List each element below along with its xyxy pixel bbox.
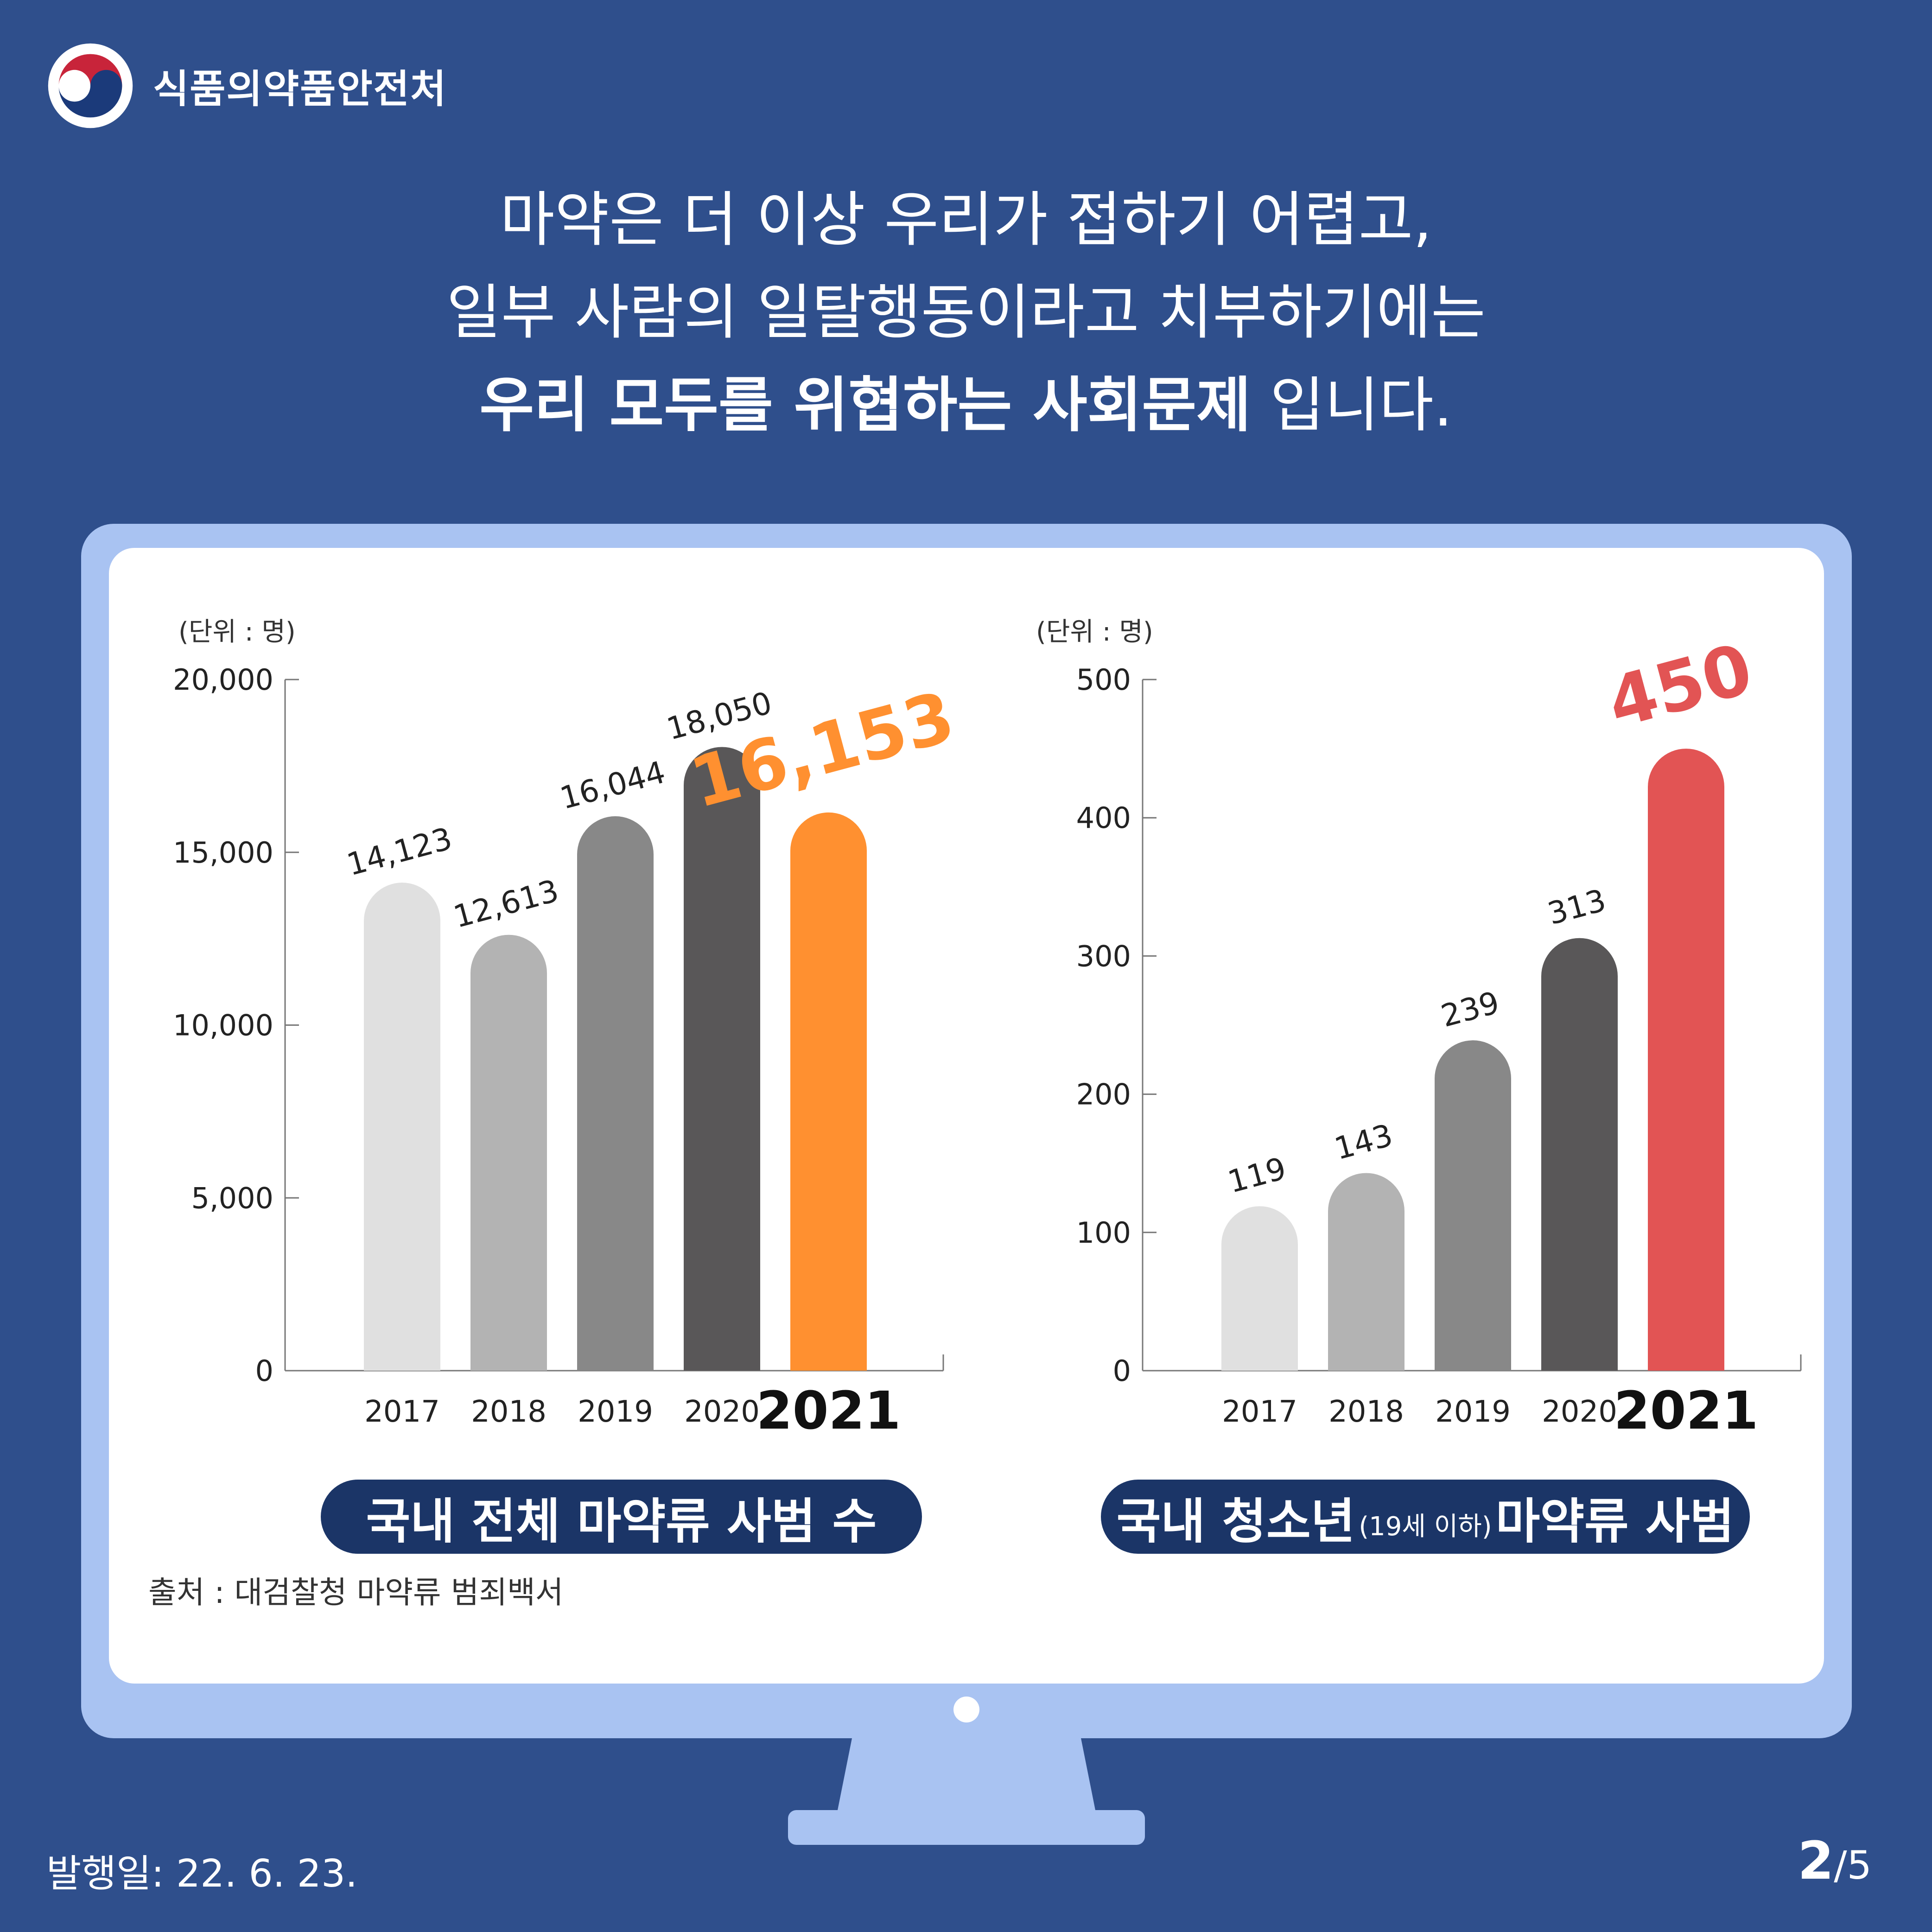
left-bar-2021 — [790, 812, 867, 1371]
right-caption-small: (19세 이하) — [1359, 1511, 1492, 1542]
right-x-label-2017: 2017 — [1222, 1395, 1297, 1429]
right-value-label-2017: 119 — [1224, 1150, 1290, 1200]
left-y-tick-label: 10,000 — [173, 1009, 273, 1042]
right-chart-caption: 국내 청소년 (19세 이하) 마약류 사범 — [1101, 1480, 1750, 1554]
left-unit-label: (단위 : 명) — [178, 617, 296, 647]
right-caption-b: 마약류 사범 — [1495, 1493, 1735, 1550]
youth-drug-offenders-chart: (단위 : 명) 0 100 200 300 400 500 119 2017 143 2018 23… — [1036, 617, 1802, 1441]
right-bar-2021 — [1648, 749, 1724, 1371]
left-bar-2019 — [577, 816, 654, 1371]
left-value-label-2017: 14,123 — [343, 820, 456, 883]
org-name: 식품의약품안전처 — [153, 66, 447, 112]
left-y-tick-label: 0 — [255, 1354, 273, 1388]
left-bar-2020 — [684, 747, 760, 1371]
headline-line-2: 일부 사람의 일탈행동이라고 치부하기에는 — [446, 278, 1486, 347]
headline-line-3: 우리 모두를 위협하는 사회문제 입니다. — [0, 362, 1932, 450]
right-x-label-2018: 2018 — [1328, 1395, 1404, 1429]
page-indicator: 2/5 — [1798, 1831, 1872, 1891]
headline-ending: 입니다. — [1251, 371, 1453, 440]
right-y-tick-label: 200 — [1076, 1078, 1131, 1112]
headline-line-1: 마약은 더 이상 우리가 접하기 어렵고, — [500, 185, 1432, 254]
right-caption-a: 국내 청소년 — [1116, 1493, 1355, 1550]
monitor-frame: (단위 : 명) 0 5,000 10,000 15,000 20,000 14,123 20… — [81, 524, 1852, 1738]
left-chart-caption: 국내 전체 마약류 사범 수 — [321, 1480, 922, 1554]
right-y-tick-label: 500 — [1076, 663, 1131, 697]
source-note: 출처 : 대검찰청 마약류 범죄백서 — [148, 1575, 564, 1610]
right-unit-label: (단위 : 명) — [1036, 617, 1153, 647]
left-caption-text: 국내 전체 마약류 사범 수 — [366, 1493, 877, 1550]
monitor-screen: (단위 : 명) 0 5,000 10,000 15,000 20,000 14,123 20… — [109, 548, 1824, 1684]
right-x-label-2020: 2020 — [1542, 1395, 1617, 1429]
right-value-label-2018: 143 — [1331, 1117, 1397, 1167]
publish-date: 발행일: 22. 6. 23. — [46, 1852, 358, 1896]
right-value-label-2019: 239 — [1437, 985, 1503, 1034]
left-x-label-2017: 2017 — [364, 1395, 440, 1429]
org-logo: 식품의약품안전처 — [46, 42, 447, 130]
right-value-label-2020: 313 — [1544, 882, 1610, 932]
left-y-tick-label: 5,000 — [191, 1181, 274, 1215]
right-bar-2018 — [1328, 1173, 1405, 1371]
right-bar-2017 — [1221, 1206, 1298, 1371]
taegeuk-logo-icon — [48, 43, 133, 128]
right-x-label-2021: 2021 — [1614, 1381, 1759, 1441]
right-y-tick-label: 0 — [1113, 1354, 1131, 1388]
left-x-label-2021: 2021 — [756, 1381, 901, 1441]
right-y-tick-label: 300 — [1076, 939, 1131, 973]
right-bar-2019 — [1435, 1040, 1511, 1371]
right-y-tick-label: 400 — [1076, 801, 1131, 835]
left-x-label-2020: 2020 — [684, 1395, 760, 1429]
left-x-label-2019: 2019 — [578, 1395, 653, 1429]
power-button — [953, 1697, 979, 1722]
right-value-label-2021: 450 — [1600, 629, 1760, 744]
left-y-tick-label: 20,000 — [173, 663, 273, 697]
left-x-label-2018: 2018 — [471, 1395, 547, 1429]
left-bar-2018 — [470, 934, 547, 1371]
total-drug-offenders-chart: (단위 : 명) 0 5,000 10,000 15,000 20,000 14,123 20… — [173, 617, 962, 1441]
left-y-tick-label: 15,000 — [173, 836, 273, 870]
left-value-label-2018: 12,613 — [450, 873, 562, 935]
page-current: 2 — [1798, 1831, 1834, 1891]
page-total: /5 — [1834, 1843, 1872, 1888]
left-bar-2017 — [364, 883, 440, 1371]
right-y-tick-label: 100 — [1076, 1216, 1131, 1250]
left-value-label-2019: 16,044 — [556, 754, 669, 816]
right-x-label-2019: 2019 — [1435, 1395, 1511, 1429]
right-bar-2020 — [1541, 938, 1618, 1371]
headline-emphasis: 우리 모두를 위협하는 사회문제 — [479, 371, 1251, 440]
